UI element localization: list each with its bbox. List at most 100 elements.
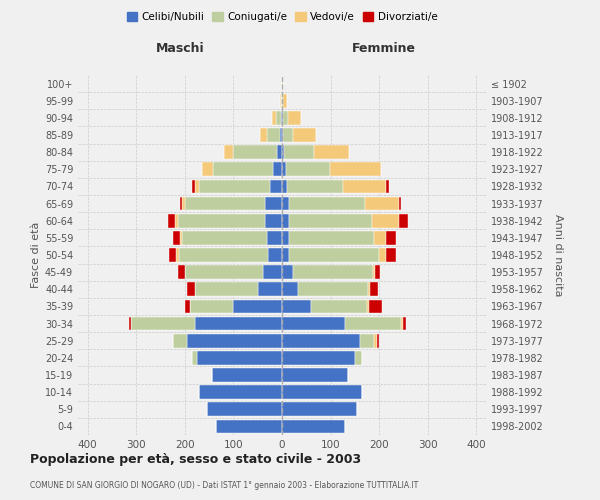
Bar bbox=[284, 146, 314, 159]
Bar bbox=[370, 282, 377, 296]
Bar bbox=[401, 316, 403, 330]
Bar bbox=[283, 111, 288, 124]
Bar bbox=[282, 231, 289, 244]
Bar bbox=[289, 248, 379, 262]
Bar bbox=[182, 231, 268, 244]
Bar bbox=[293, 128, 316, 142]
Bar bbox=[360, 334, 374, 347]
Bar bbox=[258, 282, 282, 296]
Bar bbox=[283, 94, 287, 108]
Bar bbox=[282, 214, 289, 228]
Bar bbox=[365, 196, 398, 210]
Bar bbox=[375, 266, 380, 279]
Y-axis label: Fasce di età: Fasce di età bbox=[31, 222, 41, 288]
Bar bbox=[176, 248, 179, 262]
Text: Popolazione per età, sesso e stato civile - 2003: Popolazione per età, sesso e stato civil… bbox=[30, 452, 361, 466]
Bar bbox=[185, 266, 263, 279]
Bar bbox=[175, 214, 178, 228]
Bar bbox=[377, 334, 379, 347]
Bar bbox=[282, 368, 347, 382]
Bar bbox=[386, 180, 389, 194]
Bar bbox=[386, 248, 396, 262]
Text: Maschi: Maschi bbox=[155, 42, 205, 55]
Bar bbox=[199, 180, 270, 194]
Bar bbox=[329, 162, 380, 176]
Bar bbox=[282, 386, 362, 399]
Bar bbox=[194, 316, 282, 330]
Bar bbox=[281, 94, 282, 108]
Bar bbox=[372, 214, 398, 228]
Bar bbox=[280, 128, 282, 142]
Bar bbox=[373, 266, 375, 279]
Bar bbox=[282, 248, 289, 262]
Bar bbox=[283, 128, 293, 142]
Bar bbox=[169, 248, 176, 262]
Bar bbox=[386, 231, 396, 244]
Bar bbox=[289, 231, 374, 244]
Bar bbox=[178, 266, 185, 279]
Bar bbox=[311, 300, 367, 314]
Bar bbox=[367, 300, 370, 314]
Bar bbox=[185, 300, 190, 314]
Bar bbox=[202, 162, 212, 176]
Bar bbox=[343, 180, 386, 194]
Bar bbox=[131, 316, 194, 330]
Bar bbox=[298, 282, 368, 296]
Bar bbox=[190, 300, 233, 314]
Bar bbox=[282, 334, 360, 347]
Bar bbox=[289, 214, 372, 228]
Bar bbox=[277, 146, 282, 159]
Bar bbox=[212, 368, 282, 382]
Bar bbox=[265, 214, 282, 228]
Bar bbox=[192, 180, 194, 194]
Bar bbox=[293, 266, 373, 279]
Bar bbox=[265, 196, 282, 210]
Bar bbox=[268, 231, 282, 244]
Bar bbox=[398, 214, 408, 228]
Bar bbox=[282, 76, 283, 90]
Bar bbox=[272, 111, 275, 124]
Bar bbox=[288, 111, 301, 124]
Bar bbox=[282, 300, 311, 314]
Legend: Celibi/Nubili, Coniugati/e, Vedovi/e, Divorziati/e: Celibi/Nubili, Coniugati/e, Vedovi/e, Di… bbox=[122, 8, 442, 26]
Text: Femmine: Femmine bbox=[352, 42, 416, 55]
Bar bbox=[178, 214, 265, 228]
Bar bbox=[233, 146, 277, 159]
Bar bbox=[260, 128, 268, 142]
Text: COMUNE DI SAN GIORGIO DI NOGARO (UD) - Dati ISTAT 1° gennaio 2003 - Elaborazione: COMUNE DI SAN GIORGIO DI NOGARO (UD) - D… bbox=[30, 480, 418, 490]
Bar bbox=[173, 231, 180, 244]
Bar bbox=[179, 248, 268, 262]
Bar bbox=[282, 146, 284, 159]
Bar bbox=[287, 180, 343, 194]
Bar bbox=[282, 128, 283, 142]
Bar bbox=[282, 180, 287, 194]
Bar bbox=[286, 162, 329, 176]
Bar bbox=[398, 196, 401, 210]
Bar bbox=[403, 316, 406, 330]
Bar bbox=[282, 111, 283, 124]
Bar bbox=[187, 282, 194, 296]
Bar bbox=[194, 180, 199, 194]
Bar bbox=[268, 248, 282, 262]
Bar bbox=[180, 196, 182, 210]
Bar bbox=[194, 282, 258, 296]
Bar bbox=[282, 351, 355, 364]
Bar bbox=[282, 316, 345, 330]
Bar bbox=[207, 402, 282, 416]
Bar bbox=[282, 420, 345, 434]
Bar bbox=[224, 146, 233, 159]
Bar bbox=[368, 282, 370, 296]
Bar bbox=[129, 316, 131, 330]
Bar bbox=[282, 266, 293, 279]
Bar bbox=[379, 248, 386, 262]
Bar bbox=[282, 162, 286, 176]
Bar bbox=[273, 162, 282, 176]
Bar bbox=[233, 300, 282, 314]
Bar bbox=[263, 266, 282, 279]
Bar bbox=[314, 146, 349, 159]
Bar bbox=[212, 162, 273, 176]
Bar bbox=[275, 111, 281, 124]
Bar bbox=[168, 214, 175, 228]
Bar bbox=[173, 334, 187, 347]
Bar bbox=[370, 300, 382, 314]
